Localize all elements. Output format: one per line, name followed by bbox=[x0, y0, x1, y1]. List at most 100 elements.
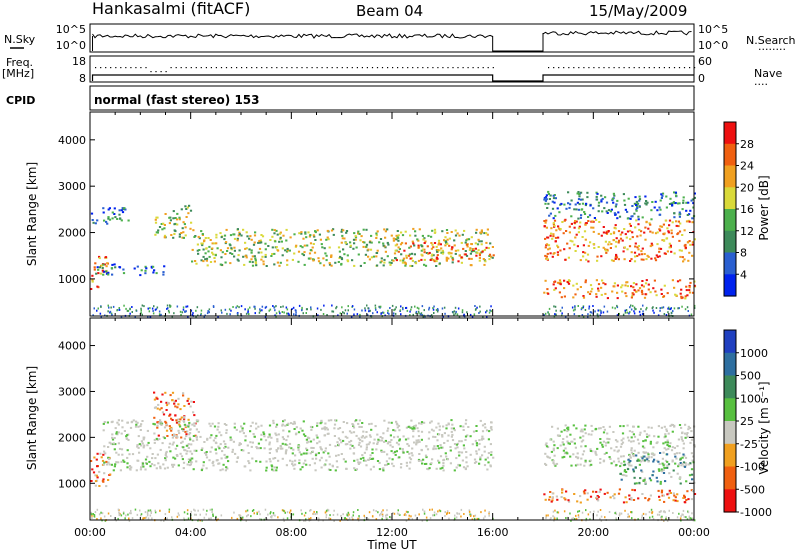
clutter-cell bbox=[280, 306, 282, 308]
data-cell bbox=[576, 192, 579, 195]
data-cell bbox=[646, 201, 649, 204]
data-cell bbox=[404, 438, 408, 441]
data-cell bbox=[294, 463, 297, 466]
data-cell bbox=[563, 287, 566, 290]
data-cell bbox=[479, 458, 482, 461]
data-cell bbox=[223, 234, 227, 237]
data-cell bbox=[236, 239, 239, 242]
data-cell bbox=[336, 441, 339, 444]
data-cell bbox=[108, 441, 111, 444]
data-cell bbox=[153, 391, 156, 394]
data-cell bbox=[140, 440, 143, 443]
data-cell bbox=[282, 438, 285, 441]
clutter-cell bbox=[168, 311, 170, 314]
data-cell bbox=[657, 489, 660, 492]
data-cell bbox=[439, 467, 442, 470]
data-cell bbox=[277, 249, 280, 252]
data-cell bbox=[475, 442, 478, 445]
data-cell bbox=[623, 258, 626, 261]
data-cell bbox=[240, 449, 243, 452]
clutter-cell bbox=[547, 311, 549, 314]
nave-dot bbox=[417, 67, 419, 69]
clutter-cell bbox=[642, 310, 644, 313]
clutter-cell bbox=[116, 309, 118, 312]
data-cell bbox=[649, 230, 652, 233]
data-cell bbox=[600, 255, 603, 258]
data-cell bbox=[623, 470, 626, 473]
clutter-cell bbox=[310, 306, 312, 309]
data-cell bbox=[174, 405, 177, 408]
clutter-cell bbox=[343, 312, 345, 315]
data-cell bbox=[401, 450, 405, 453]
data-cell bbox=[223, 423, 226, 425]
data-cell bbox=[626, 285, 629, 288]
clutter-cell bbox=[149, 514, 152, 517]
clutter-cell bbox=[144, 517, 146, 519]
data-cell bbox=[351, 444, 354, 447]
data-cell bbox=[136, 444, 139, 447]
data-cell bbox=[685, 433, 688, 436]
data-cell bbox=[169, 427, 172, 430]
data-cell bbox=[372, 255, 376, 258]
data-cell bbox=[193, 414, 196, 417]
data-cell bbox=[168, 414, 171, 417]
clutter-cell bbox=[423, 510, 426, 513]
station-title: Hankasalmi (fitACF) bbox=[92, 0, 250, 18]
clutter-cell bbox=[453, 313, 455, 316]
clutter-cell bbox=[393, 512, 396, 515]
data-cell bbox=[480, 251, 483, 254]
data-cell bbox=[643, 479, 646, 481]
data-cell bbox=[464, 253, 467, 256]
clutter-cell bbox=[358, 515, 360, 518]
data-cell bbox=[462, 444, 465, 447]
data-cell bbox=[310, 446, 313, 449]
data-cell bbox=[615, 446, 618, 448]
clutter-cell bbox=[432, 308, 435, 311]
data-cell bbox=[667, 463, 671, 466]
data-cell bbox=[326, 229, 329, 232]
clutter-cell bbox=[181, 311, 184, 314]
data-cell bbox=[204, 252, 207, 255]
clutter-cell bbox=[685, 516, 687, 519]
data-cell bbox=[349, 443, 352, 446]
clutter-cell bbox=[414, 514, 417, 517]
data-cell bbox=[558, 282, 561, 285]
nave-dot bbox=[447, 67, 449, 69]
data-cell bbox=[662, 295, 666, 298]
data-cell bbox=[633, 454, 637, 457]
data-cell bbox=[631, 236, 634, 239]
data-cell bbox=[393, 450, 397, 453]
nave-dot bbox=[180, 67, 182, 69]
data-cell bbox=[619, 445, 623, 448]
clutter-cell bbox=[333, 509, 335, 512]
data-cell bbox=[579, 198, 583, 201]
data-cell bbox=[659, 480, 662, 483]
data-cell bbox=[683, 454, 686, 457]
data-cell bbox=[233, 426, 236, 429]
clutter-cell bbox=[600, 311, 602, 314]
data-cell bbox=[488, 258, 491, 261]
data-cell bbox=[618, 239, 621, 242]
clutter-cell bbox=[358, 516, 361, 519]
data-cell bbox=[286, 444, 289, 446]
data-cell bbox=[180, 232, 183, 234]
data-cell bbox=[548, 214, 551, 217]
date-title: 15/May/2009 bbox=[589, 2, 687, 20]
nave-dot bbox=[467, 67, 469, 69]
data-cell bbox=[659, 452, 662, 454]
data-cell bbox=[677, 225, 680, 228]
data-cell bbox=[445, 427, 448, 430]
data-cell bbox=[454, 229, 457, 232]
data-cell bbox=[340, 453, 343, 455]
clutter-cell bbox=[316, 511, 318, 513]
data-cell bbox=[653, 435, 656, 438]
data-cell bbox=[680, 438, 683, 441]
data-cell bbox=[573, 226, 576, 229]
data-cell bbox=[589, 284, 593, 287]
data-cell bbox=[672, 499, 675, 502]
data-cell bbox=[92, 471, 96, 474]
data-cell bbox=[190, 400, 193, 403]
data-cell bbox=[637, 442, 641, 445]
data-cell bbox=[409, 264, 412, 267]
data-cell bbox=[579, 286, 582, 288]
